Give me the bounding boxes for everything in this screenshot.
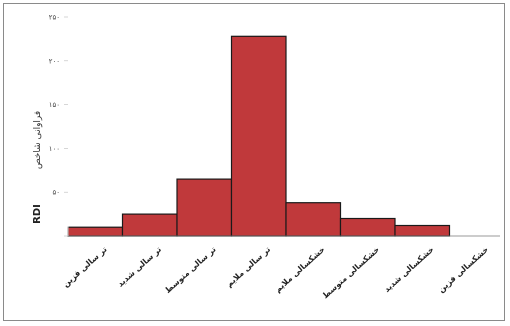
y-tick-label: ۵۰ [52,189,60,197]
x-category-label: تر سالی متوسط [163,245,217,295]
bar-7 [394,224,451,237]
bar-5 [285,202,342,237]
x-category-label: خشکسالی شدید [382,245,436,294]
y-axis-label-rdi: RDI [32,204,43,224]
y-ticks-group: ۵۰ ۱۰۰ ۱۵۰ ۲۰۰ ۲۵۰ [49,14,68,237]
x-category-label: تر سالی شدید [116,245,163,289]
x-category-label: تر سالی فزین [61,245,109,289]
bar-2 [121,213,178,237]
y-tick-label: ۲۵۰ [49,14,60,22]
bar-4 [230,35,287,237]
bars-group [67,35,451,237]
x-category-label: خشکسالی فزین [437,245,491,295]
y-tick-label: ۲۰۰ [49,57,60,65]
y-tick-label: ۱۵۰ [49,101,60,109]
y-axis-label: فراوانی شاخص [33,111,43,169]
bar-3 [176,178,233,237]
x-categories-group: تر سالی فزین تر سالی شدید تر سالی متوسط تر … [61,245,490,301]
bar-1 [67,226,124,237]
y-tick-label: ۱۰۰ [49,145,60,153]
x-category-label: خشکسالی متوسط [321,245,382,301]
bar-6 [339,217,396,237]
x-category-label: خشکسالی ملایم [273,245,327,295]
x-category-label: تر سالی ملایم [225,245,273,289]
